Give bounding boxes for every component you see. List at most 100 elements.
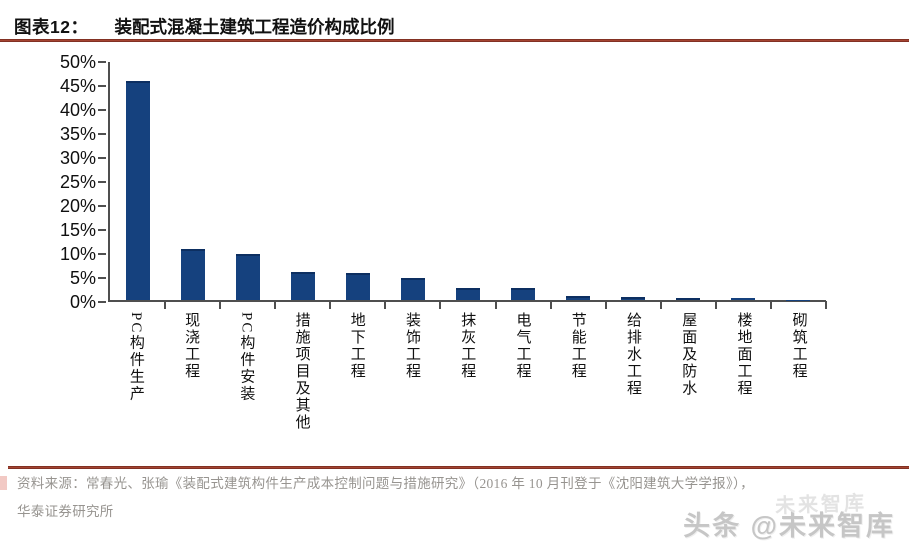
x-axis-tick [769, 301, 772, 309]
y-axis-tick [98, 85, 106, 87]
x-axis-label: PC构件生产 [127, 312, 144, 403]
y-axis-tick [98, 277, 106, 279]
x-axis-tick [494, 301, 497, 309]
bar-装饰工程 [400, 278, 425, 300]
bar-slot [606, 62, 662, 309]
x-axis-label: 楼地面工程 [735, 312, 752, 397]
x-axis-label-cell: 装饰工程 [384, 312, 439, 464]
x-axis-label-cell: 楼地面工程 [716, 312, 771, 464]
x-axis-label-cell: 现浇工程 [163, 312, 218, 464]
y-axis-label: 0% [69, 292, 96, 312]
y-axis-label: 5% [69, 268, 96, 288]
x-axis-label: 地下工程 [348, 312, 365, 380]
x-axis-label: 节能工程 [569, 312, 586, 380]
y-axis-tick [98, 133, 106, 135]
y-axis-label: 45% [59, 76, 96, 96]
bar-slot [771, 62, 828, 309]
x-axis-label-cell: 节能工程 [550, 312, 605, 464]
x-axis-tick [659, 301, 662, 309]
bar-slot [275, 62, 332, 309]
plot-area [108, 62, 828, 309]
x-axis-label: PC构件安装 [238, 312, 255, 403]
y-axis-tick [98, 61, 106, 63]
x-axis-label-cell: 地下工程 [329, 312, 384, 464]
bar-措施项目及其他 [290, 272, 315, 300]
watermark-ghost-text: 未来智库 [774, 492, 868, 518]
bar-slot [716, 62, 772, 309]
x-axis-label-cell: 屋面及防水 [660, 312, 715, 464]
bar-slot [551, 62, 607, 309]
y-axis-label: 35% [59, 124, 96, 144]
x-axis-label: 给排水工程 [624, 312, 641, 397]
x-axis-label-cell: 抹灰工程 [439, 312, 494, 464]
y-axis-label: 20% [59, 196, 96, 216]
bar-slot [220, 62, 277, 309]
x-axis-tick [604, 301, 607, 309]
bar-slot [385, 62, 442, 309]
x-axis-label: 现浇工程 [183, 312, 200, 380]
x-axis-tick [825, 301, 828, 309]
x-axis-tick [439, 301, 442, 309]
y-axis-label: 10% [59, 244, 96, 264]
x-axis-labels: PC构件生产 现浇工程 PC构件安装 措施项目及其他 地下工程 装饰工程 抹灰工程 电气工程 节… [108, 312, 826, 464]
bar-节能工程 [566, 295, 591, 300]
y-axis-label: 40% [59, 100, 96, 120]
y-axis-label: 15% [59, 220, 96, 240]
x-axis-label-cell: PC构件生产 [108, 312, 163, 464]
bar-PC构件生产 [125, 81, 150, 300]
watermark: 未来智库 头条 @未来智库 [683, 492, 895, 543]
y-axis-label: 25% [59, 172, 96, 192]
y-axis-tick [98, 301, 106, 303]
divider-bottom [8, 466, 909, 469]
bar-给排水工程 [621, 297, 646, 300]
y-axis-label: 50% [59, 52, 96, 72]
x-axis-label: 抹灰工程 [459, 312, 476, 380]
y-axis-tick [98, 181, 106, 183]
y-axis-label: 30% [59, 148, 96, 168]
bar-电气工程 [511, 287, 536, 300]
x-axis-label: 措施项目及其他 [293, 312, 310, 431]
cost-composition-bar-chart: PC构件生产 现浇工程 PC构件安装 措施项目及其他 地下工程 装饰工程 抹灰工程 电气工程 节… [0, 48, 909, 466]
bar-slot [330, 62, 387, 309]
bar-PC构件安装 [235, 254, 260, 300]
bar-楼地面工程 [731, 298, 756, 300]
bar-series [110, 62, 828, 309]
y-axis-tick [98, 205, 106, 207]
bar-地下工程 [345, 273, 370, 300]
figure-header: 图表12： 装配式混凝土建筑工程造价构成比例 [14, 14, 899, 39]
x-axis-tick [274, 301, 277, 309]
x-axis-label-cell: PC构件安装 [218, 312, 273, 464]
bar-slot [440, 62, 497, 309]
bar-slot [496, 62, 552, 309]
y-axis-tick [98, 253, 106, 255]
x-axis-label-cell: 措施项目及其他 [274, 312, 329, 464]
x-axis-tick [164, 301, 167, 309]
x-axis-label-cell: 电气工程 [495, 312, 550, 464]
bar-抹灰工程 [456, 287, 480, 300]
x-axis-tick [714, 301, 717, 309]
x-axis-label-cell: 砌筑工程 [771, 312, 826, 464]
source-institution: 华泰证券研究所 [17, 504, 114, 519]
bar-屋面及防水 [676, 298, 701, 300]
source-footer: 资料来源：常春光、张瑜《装配式建筑构件生产成本控制问题与措施研究》（2016 年… [0, 472, 909, 549]
watermark-text: 头条 @未来智库 [683, 511, 895, 541]
x-axis-tick [329, 301, 332, 309]
x-axis-label: 屋面及防水 [680, 312, 697, 397]
x-axis-label-cell: 给排水工程 [605, 312, 660, 464]
y-axis-tick [98, 229, 106, 231]
figure-number-label: 图表12： [14, 17, 89, 37]
figure-title: 装配式混凝土建筑工程造价构成比例 [114, 17, 395, 37]
x-axis-tick [549, 301, 552, 309]
page-edge-mark [0, 476, 7, 490]
bar-现浇工程 [180, 249, 205, 300]
bar-slot [165, 62, 222, 309]
x-axis-tick [384, 301, 387, 309]
divider-top [0, 39, 909, 42]
bar-slot [661, 62, 717, 309]
bar-slot [110, 62, 167, 309]
x-axis-label: 电气工程 [514, 312, 531, 380]
x-axis-label: 装饰工程 [404, 312, 421, 380]
y-axis-tick [98, 109, 106, 111]
source-citation: 资料来源：常春光、张瑜《装配式建筑构件生产成本控制问题与措施研究》（2016 年… [17, 476, 754, 491]
